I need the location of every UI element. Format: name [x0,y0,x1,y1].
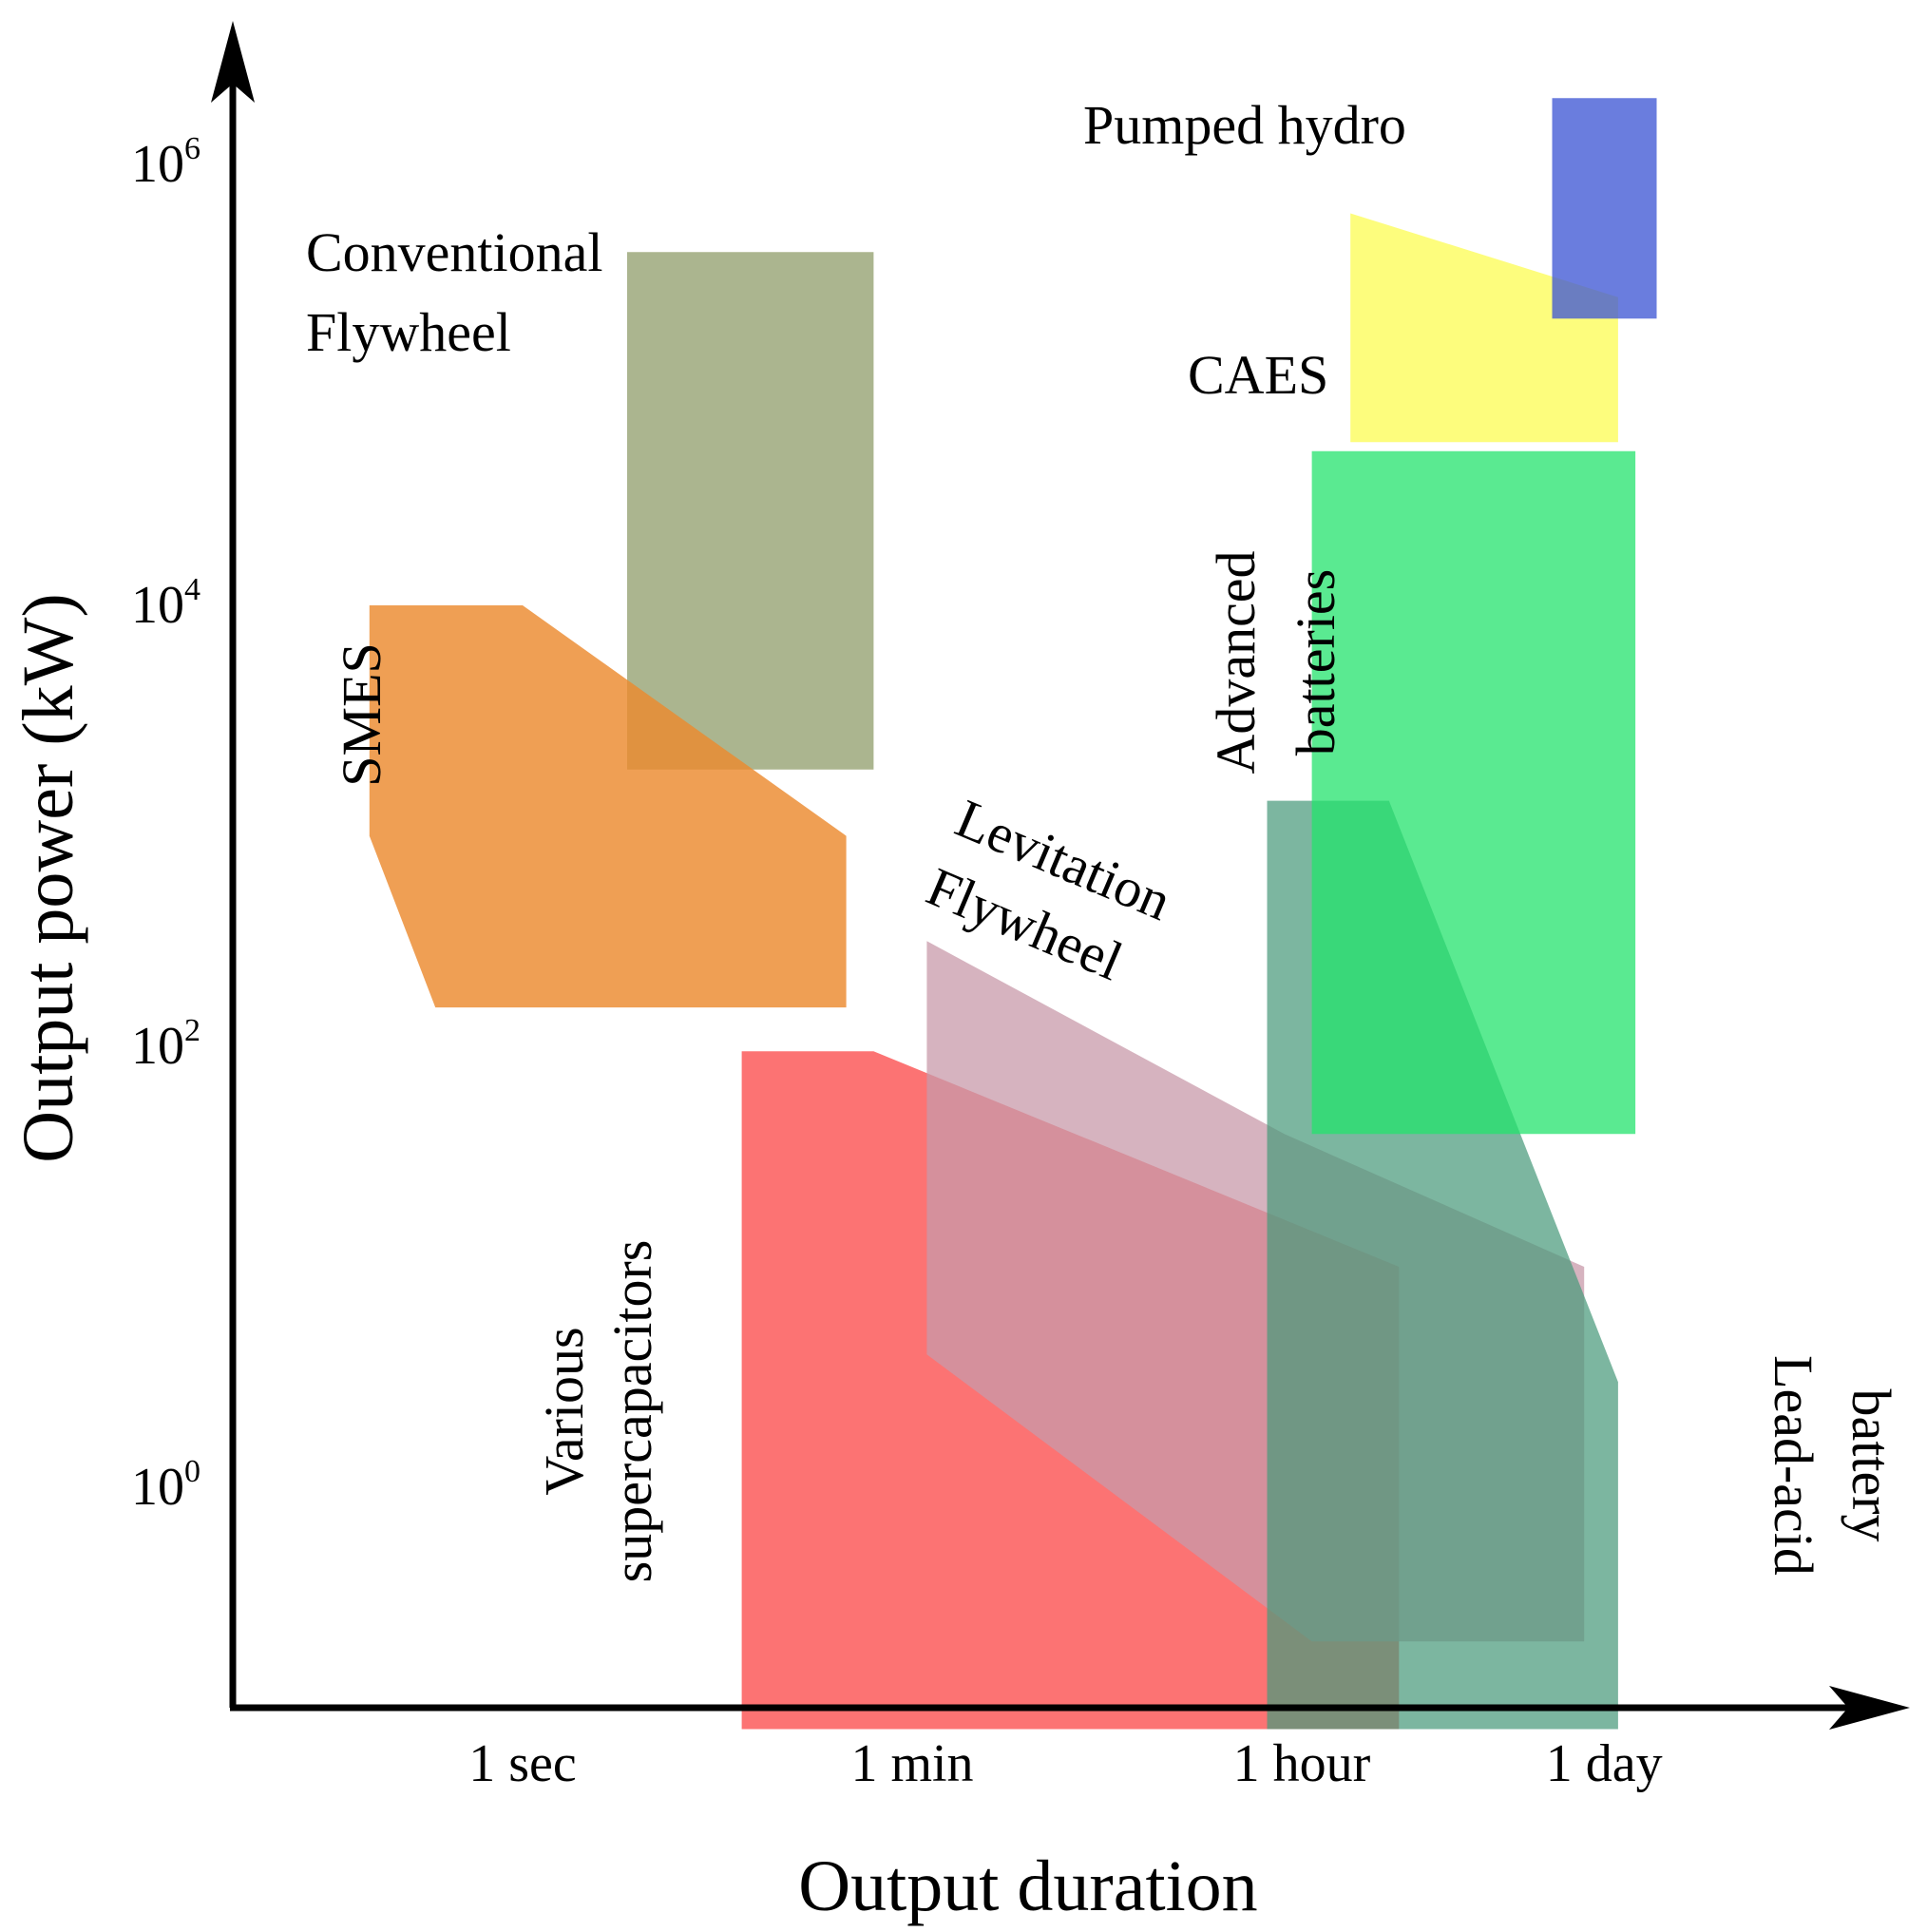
y-tick-label: 106 [131,131,200,194]
label-line: Lead-acid [1763,1355,1824,1576]
label-pumped-hydro: Pumped hydro [1083,94,1406,156]
label-advanced-batteries: Advanced batteries [1205,550,1346,774]
label-caes: CAES [1188,344,1328,406]
region-conventional-flywheel [627,252,874,770]
y-tick-exponent: 2 [184,1013,200,1048]
label-line: batteries [1285,569,1346,756]
y-tick-base: 10 [131,1017,184,1076]
label-smes: SMES [331,642,392,787]
label-line: SMES [331,642,392,787]
technology-regions [369,98,1657,1730]
label-various-supercapacitors: Various supercapacitors [533,1240,663,1583]
label-line: Advanced [1205,550,1267,774]
x-axis-title: Output duration [798,1846,1257,1926]
label-conventional-flywheel: Conventional Flywheel [306,221,603,363]
region-pumped-hydro [1552,98,1657,319]
label-lead-acid-battery: Lead-acid battery [1763,1355,1902,1576]
x-tick-labels: 1 sec 1 min 1 hour 1 day [468,1734,1662,1793]
y-axis-title: Output power (kW) [9,593,88,1162]
label-line: Pumped hydro [1083,94,1406,156]
y-tick-exponent: 6 [184,131,200,166]
region-advanced-batteries [1311,450,1636,1135]
y-tick-exponent: 0 [184,1454,200,1489]
x-tick-label: 1 hour [1233,1734,1371,1793]
axes [211,21,1910,1730]
label-line: CAES [1188,344,1328,406]
region-labels: Conventional Flywheel SMES Various supercapa… [306,94,1902,1582]
y-tick-base: 10 [131,576,184,635]
region-caes [1350,213,1618,443]
y-tick-label: 104 [131,572,200,635]
y-tick-base: 10 [131,135,184,194]
label-line: Flywheel [306,301,511,363]
y-tick-base: 10 [131,1458,184,1517]
y-axis-arrowhead [211,21,255,103]
y-tick-exponent: 4 [184,572,200,607]
region-smes [369,605,847,1008]
x-axis-arrowhead [1829,1686,1910,1730]
y-tick-label: 102 [131,1013,200,1076]
label-line: supercapacitors [601,1240,663,1583]
label-line: Conventional [306,221,603,283]
x-tick-label: 1 min [850,1734,973,1793]
label-line: battery [1841,1388,1902,1541]
x-tick-label: 1 day [1546,1734,1663,1793]
y-tick-label: 100 [131,1454,200,1517]
x-tick-label: 1 sec [468,1734,577,1793]
label-line: Various [533,1327,595,1495]
